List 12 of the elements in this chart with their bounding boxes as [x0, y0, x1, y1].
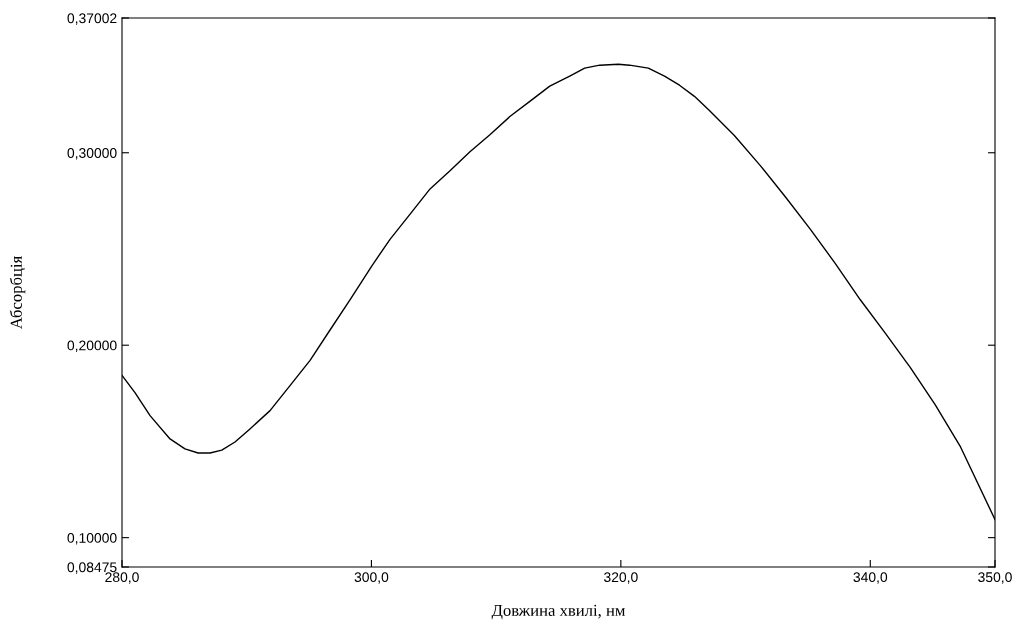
- y-axis-title: Абсорбція: [9, 256, 26, 330]
- y-tick-label: 0,37002: [67, 13, 117, 25]
- y-tick-label: 0,20000: [67, 340, 117, 353]
- x-tick-label: 300,0: [354, 572, 389, 584]
- y-tick-label: 0,30000: [67, 148, 117, 160]
- y-tick-label: 0,08475: [67, 562, 117, 574]
- x-tick-label: 340,0: [853, 572, 888, 584]
- y-tick-label: 0,10000: [67, 532, 117, 545]
- x-tick-label: 280,0: [105, 572, 139, 584]
- x-tick-label: 350,0: [978, 572, 1012, 584]
- x-axis-title: Довжина хвилі, нм: [491, 604, 626, 620]
- x-tick-label: 320,0: [604, 572, 638, 584]
